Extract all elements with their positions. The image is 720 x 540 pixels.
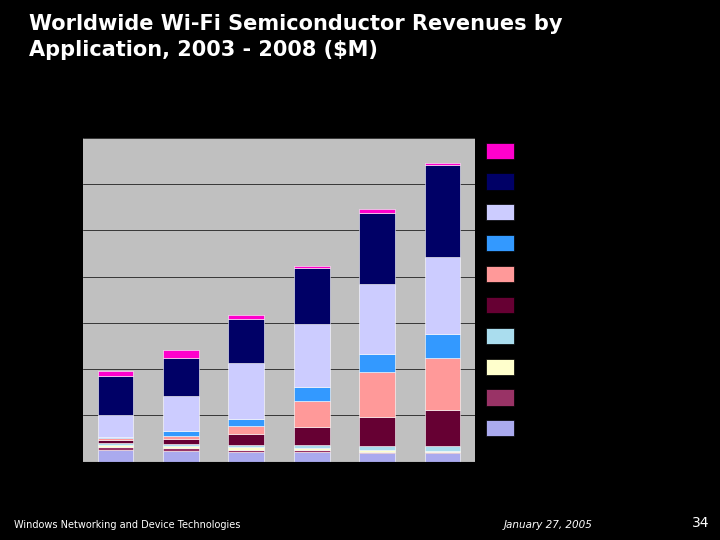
Bar	[359, 354, 395, 373]
Bar	[294, 401, 330, 427]
Bar	[163, 436, 199, 439]
Bar	[359, 453, 395, 462]
Text: 34: 34	[692, 516, 709, 530]
Bar	[486, 143, 514, 159]
Bar	[294, 445, 330, 448]
Text: Forecast and Analysis, 2004 – 2008.: Forecast and Analysis, 2004 – 2008.	[525, 496, 713, 506]
Text: Chip Inventory: Chip Inventory	[521, 146, 598, 156]
Bar	[294, 450, 330, 451]
Bar	[294, 268, 330, 324]
Bar	[425, 410, 461, 446]
Bar	[486, 173, 514, 190]
Text: Mobile PC: Mobile PC	[521, 207, 572, 218]
Bar	[486, 420, 514, 436]
Bar	[425, 454, 461, 462]
Text: Mobile Devices: Mobile Devices	[521, 300, 600, 310]
Text: Printers/MFPs: Printers/MFPs	[521, 331, 591, 341]
Bar	[425, 453, 461, 454]
Bar	[486, 328, 514, 344]
Bar	[97, 443, 133, 444]
Bar	[163, 439, 199, 444]
Bar	[97, 440, 133, 443]
Bar	[294, 387, 330, 401]
Text: Consumer Devices: Consumer Devices	[521, 269, 618, 279]
Bar	[486, 359, 514, 375]
Text: Source: IDC brief:: Source: IDC brief:	[366, 482, 461, 492]
Bar	[425, 334, 461, 358]
Text: Windows Networking and Device Technologies: Windows Networking and Device Technologi…	[14, 520, 240, 530]
Bar	[486, 235, 514, 251]
Bar	[486, 297, 514, 313]
Bar	[359, 417, 395, 445]
Bar	[425, 257, 461, 334]
Bar	[97, 415, 133, 437]
Bar	[486, 204, 514, 220]
Bar	[359, 451, 395, 453]
Bar	[97, 371, 133, 376]
Bar	[425, 358, 461, 410]
Bar	[163, 396, 199, 431]
Bar	[228, 319, 264, 363]
Text: Source: IDC brief: Worldwide WLAN Semiconductor: Source: IDC brief: Worldwide WLAN Semico…	[447, 482, 713, 492]
Bar	[97, 444, 133, 447]
Bar	[486, 266, 514, 282]
Bar	[228, 447, 264, 450]
Bar	[425, 165, 461, 257]
Bar	[97, 438, 133, 440]
Bar	[163, 450, 199, 462]
Bar	[97, 450, 133, 462]
Text: Access: Access	[521, 172, 557, 181]
Bar	[97, 437, 133, 438]
Bar	[425, 451, 461, 453]
Bar	[97, 376, 133, 415]
Text: Desktop PC: Desktop PC	[521, 238, 581, 248]
Bar	[163, 350, 199, 357]
Bar	[359, 373, 395, 417]
Bar	[486, 389, 514, 406]
Bar	[228, 363, 264, 418]
Bar	[359, 208, 395, 213]
Bar	[294, 451, 330, 462]
Bar	[294, 324, 330, 387]
Text: Worldwide Wi-Fi Semiconductor Revenues by: Worldwide Wi-Fi Semiconductor Revenues b…	[29, 14, 562, 33]
Bar	[294, 448, 330, 450]
Bar	[163, 431, 199, 436]
Bar	[228, 450, 264, 451]
Bar	[359, 446, 395, 450]
Bar	[294, 427, 330, 445]
Bar	[97, 447, 133, 450]
Text: Aftermarket PCI: Aftermarket PCI	[521, 393, 603, 402]
Bar	[425, 163, 461, 165]
Bar	[359, 285, 395, 354]
Bar	[359, 450, 395, 451]
Bar	[228, 451, 264, 462]
Text: Points/Gateways/Bridges: Points/Gateways/Bridges	[521, 185, 651, 194]
Text: Worldwide WLAN Semiconductor: Worldwide WLAN Semiconductor	[290, 482, 461, 492]
Bar	[163, 444, 199, 446]
Text: January 27, 2005: January 27, 2005	[504, 520, 593, 530]
Bar	[228, 434, 264, 444]
Bar	[228, 444, 264, 447]
Text: Aftermarket NIC: Aftermarket NIC	[521, 423, 605, 434]
Bar	[359, 213, 395, 285]
Bar	[425, 446, 461, 451]
Text: Aftermarket USB: Aftermarket USB	[521, 362, 608, 372]
Bar	[163, 448, 199, 450]
Bar	[228, 426, 264, 434]
Bar	[163, 446, 199, 448]
Bar	[228, 418, 264, 426]
Text: Application, 2003 - 2008 ($M): Application, 2003 - 2008 ($M)	[29, 40, 378, 60]
Bar	[294, 266, 330, 268]
Bar	[163, 357, 199, 396]
Bar	[228, 315, 264, 319]
